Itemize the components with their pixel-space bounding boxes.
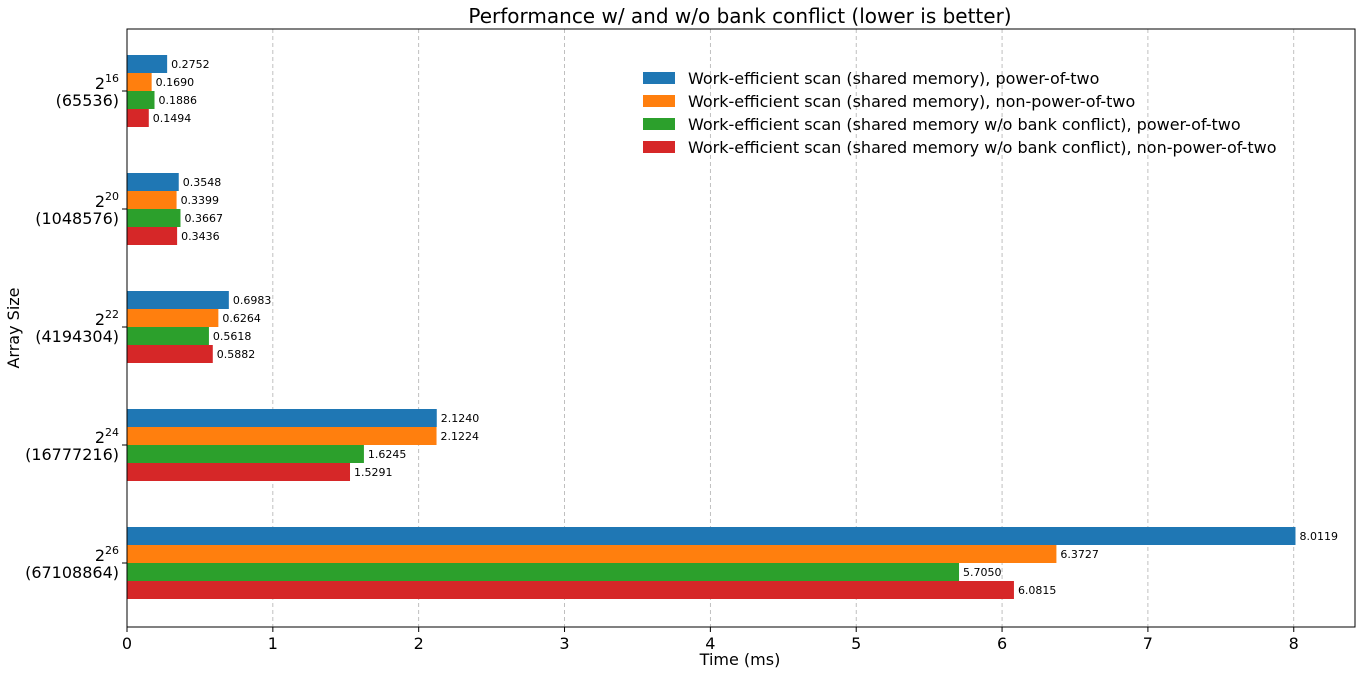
y-axis-ticks: 216(65536) 220(1048576) 222(4194304) 224(16…	[25, 72, 127, 582]
y-tick-label-power: 220	[95, 190, 119, 211]
y-tick-label-power: 216	[95, 72, 119, 93]
bar-value-label: 0.6983	[233, 294, 272, 307]
bar	[127, 291, 229, 309]
legend-label: Work-efficient scan (shared memory w/o b…	[688, 138, 1276, 157]
y-tick-label-power: 224	[95, 426, 119, 447]
x-axis-label: Time (ms)	[699, 650, 781, 669]
bar	[127, 309, 219, 327]
y-axis-label: Array Size	[4, 287, 23, 368]
legend: Work-efficient scan (shared memory), pow…	[643, 69, 1276, 157]
bar	[127, 563, 960, 581]
x-tick-label: 1	[268, 634, 278, 653]
bar-value-label: 1.5291	[354, 466, 393, 479]
bar-value-label: 0.3667	[184, 212, 223, 225]
legend-swatch	[643, 95, 675, 107]
bar	[127, 409, 437, 427]
legend-swatch	[643, 141, 675, 153]
bar-value-label: 0.1886	[159, 94, 198, 107]
legend-swatch	[643, 118, 675, 130]
x-axis-ticks: 0 1 2 3 4 5 6 7 8	[122, 627, 1299, 653]
bar-value-label: 6.0815	[1018, 584, 1056, 597]
bar-value-label: 1.6245	[368, 448, 407, 461]
bar-value-label: 0.3436	[181, 230, 220, 243]
bar-value-label: 6.3727	[1060, 548, 1099, 561]
x-tick-label: 0	[122, 634, 132, 653]
bar	[127, 209, 181, 227]
bar-value-label: 2.1224	[441, 430, 480, 443]
bar	[127, 73, 152, 91]
legend-label: Work-efficient scan (shared memory), non…	[688, 92, 1135, 111]
legend-label: Work-efficient scan (shared memory w/o b…	[688, 115, 1241, 134]
y-tick-label-value: (67108864)	[25, 563, 119, 582]
y-tick-label-value: (4194304)	[35, 327, 119, 346]
bar-value-label: 0.3399	[181, 194, 220, 207]
legend-swatch	[643, 72, 675, 84]
bar	[127, 445, 364, 463]
chart-title: Performance w/ and w/o bank conflict (lo…	[468, 4, 1011, 28]
bar	[127, 227, 178, 245]
y-tick-label-value: (16777216)	[25, 445, 119, 464]
x-tick-label: 3	[559, 634, 569, 653]
bar-value-label: 0.1690	[156, 76, 195, 89]
y-tick-label-power: 222	[95, 308, 119, 329]
bar	[127, 173, 179, 191]
bar	[127, 327, 209, 345]
plot-frame	[126, 28, 1356, 628]
bar-value-label: 0.6264	[222, 312, 261, 325]
x-tick-label: 2	[414, 634, 424, 653]
x-tick-label: 4	[705, 634, 715, 653]
bar	[127, 463, 351, 481]
y-tick-label-value: (1048576)	[35, 209, 119, 228]
bar-value-label: 5.7050	[963, 566, 1002, 579]
bar	[127, 191, 177, 209]
legend-label: Work-efficient scan (shared memory), pow…	[688, 69, 1099, 88]
bar-value-label: 8.0119	[1299, 530, 1338, 543]
bar-value-label: 0.1494	[153, 112, 192, 125]
bar	[127, 527, 1296, 545]
bar	[127, 91, 155, 109]
bar-value-label: 0.3548	[183, 176, 222, 189]
x-tick-label: 6	[997, 634, 1007, 653]
bar-value-label: 0.2752	[171, 58, 210, 71]
bar	[127, 545, 1057, 563]
x-tick-label: 8	[1289, 634, 1299, 653]
bar	[127, 345, 213, 363]
bars	[127, 55, 1296, 599]
bar	[127, 109, 149, 127]
y-tick-label-power: 226	[95, 544, 119, 565]
bar-value-labels: 0.2752 0.1690 0.1886 0.1494 0.3548 0.3399 0.36…	[153, 58, 1338, 597]
x-tick-label: 7	[1143, 634, 1153, 653]
bar	[127, 581, 1014, 599]
y-tick-label-value: (65536)	[56, 91, 119, 110]
bar-value-label: 0.5882	[217, 348, 256, 361]
bar-value-label: 0.5618	[213, 330, 252, 343]
bar-value-label: 2.1240	[441, 412, 480, 425]
x-tick-label: 5	[851, 634, 861, 653]
bar	[127, 55, 168, 73]
bar	[127, 427, 437, 445]
